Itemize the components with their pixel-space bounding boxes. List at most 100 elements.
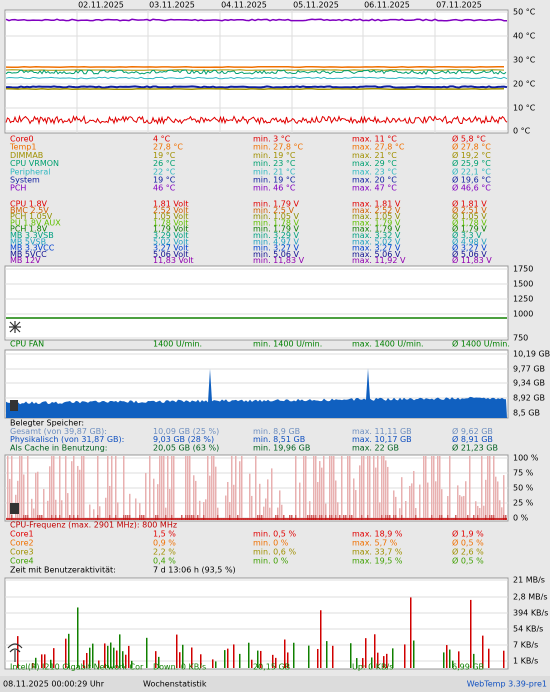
cpu-bar (129, 515, 131, 520)
cpu-bar (409, 485, 411, 520)
cell: max. 23 °C (352, 167, 397, 176)
cell: Ø 27,8 °C (452, 142, 491, 152)
cell: 2,52 Volt (153, 206, 188, 215)
cpu-bar (11, 456, 13, 520)
axis-label: 21 MB/s (513, 576, 545, 585)
cell: Ø 9,62 GB (452, 426, 493, 436)
cpu-bar (431, 456, 433, 520)
cpu-bar (77, 465, 79, 520)
cell: CPU 1.8V (10, 200, 48, 209)
axis-label: 1250 (513, 295, 533, 304)
cpu-bar (387, 466, 389, 520)
cpu-bar (139, 515, 141, 520)
cpu-bar (193, 475, 195, 520)
cpu-bar (43, 488, 45, 520)
cell: Ø 2,51 V (452, 205, 487, 215)
cpu-bar (193, 515, 195, 520)
cell: max. 5,06 V (352, 250, 401, 259)
cpu-bar (503, 475, 505, 520)
cpu-bar (489, 515, 491, 520)
cpu-bar (233, 484, 235, 520)
cpu-bar (433, 456, 435, 520)
cell: 1,05 Volt (153, 212, 188, 221)
net-bar (113, 647, 115, 668)
cpu-bar (331, 515, 333, 520)
cpu-bar (213, 456, 215, 520)
cpu-bar (123, 515, 125, 520)
cpu-bar (125, 515, 127, 520)
net-bar (458, 651, 460, 668)
net-bar (413, 640, 415, 668)
cpu-bar (209, 475, 211, 520)
cell: Ø 46,6 °C (452, 183, 491, 193)
cpu-bar (161, 456, 163, 520)
cpu-bar (255, 456, 257, 520)
cell: min. 19 °C (253, 151, 296, 160)
cpu-bar (487, 456, 489, 520)
cpu-bar (167, 456, 169, 520)
cpu-bar (7, 456, 9, 520)
date-label: 05.11.2025 (293, 1, 339, 10)
cell: 2,2 % (153, 548, 176, 557)
net-bar (362, 658, 364, 668)
cell: Ø 1,05 V (452, 211, 487, 221)
cpu-bar (157, 515, 159, 520)
cpu-bar (97, 456, 99, 520)
cpu-bar (17, 480, 19, 520)
cpu-bar (259, 483, 261, 520)
cpu-bar (73, 515, 75, 520)
cpu-bar (265, 498, 267, 520)
net-bar (332, 645, 334, 668)
cpu-bar (387, 515, 389, 520)
cpu-bar (19, 456, 21, 520)
cpu-bar (157, 484, 159, 520)
cell: 1,79 Volt (153, 225, 188, 234)
net-bar (308, 645, 310, 668)
cpu-bar (331, 456, 333, 520)
cell: 11,83 Volt (153, 256, 194, 265)
cpu-bar (339, 515, 341, 520)
axis-label: 1750 (513, 265, 533, 274)
cpu-bar (461, 496, 463, 520)
net-bar (107, 645, 109, 668)
net-bar (98, 660, 100, 668)
link[interactable]: Wochenstatistik (143, 680, 207, 689)
cell: Core0 (10, 135, 34, 144)
cpu-bar (185, 515, 187, 520)
cpu-bar (309, 501, 311, 520)
cpu-bar (53, 456, 55, 520)
net-bar (83, 660, 85, 668)
net-bar (119, 634, 121, 668)
cpu-bar (59, 515, 61, 520)
cpu-bar (189, 456, 191, 520)
cpu-bar (203, 502, 205, 520)
cpu-bar (353, 478, 355, 520)
net-bar (146, 637, 148, 668)
cpu-bar (239, 461, 241, 520)
cell: 19 °C (153, 176, 176, 185)
cpu-bar (187, 515, 189, 520)
net-bar (275, 657, 277, 668)
cpu-bar (73, 456, 75, 520)
memory-area (6, 368, 507, 418)
cpu-bar (195, 480, 197, 520)
cell: 7 d 13:06 h (93,5 %) (153, 566, 236, 575)
cpu-bar (363, 456, 365, 520)
net-bar (365, 638, 367, 668)
cpu-bar (393, 515, 395, 520)
axis-label: 0 °C (513, 127, 531, 136)
cpu-bar (295, 515, 297, 520)
cpu-bar (203, 515, 205, 520)
cell: Core4 (10, 557, 34, 566)
net-bar (125, 654, 127, 668)
cell: Ø 3,27 V (452, 243, 487, 253)
net-bar (32, 662, 34, 668)
net-bar (317, 648, 319, 668)
cpu-bar (469, 456, 471, 520)
cell: max. 33,7 % (352, 548, 403, 557)
cell: max. 1,81 V (352, 200, 401, 209)
cell: Belegter Speicher: (10, 419, 84, 428)
net-bar (215, 661, 217, 668)
net-bar (89, 647, 91, 668)
cell: min. 27,8 °C (253, 143, 304, 152)
